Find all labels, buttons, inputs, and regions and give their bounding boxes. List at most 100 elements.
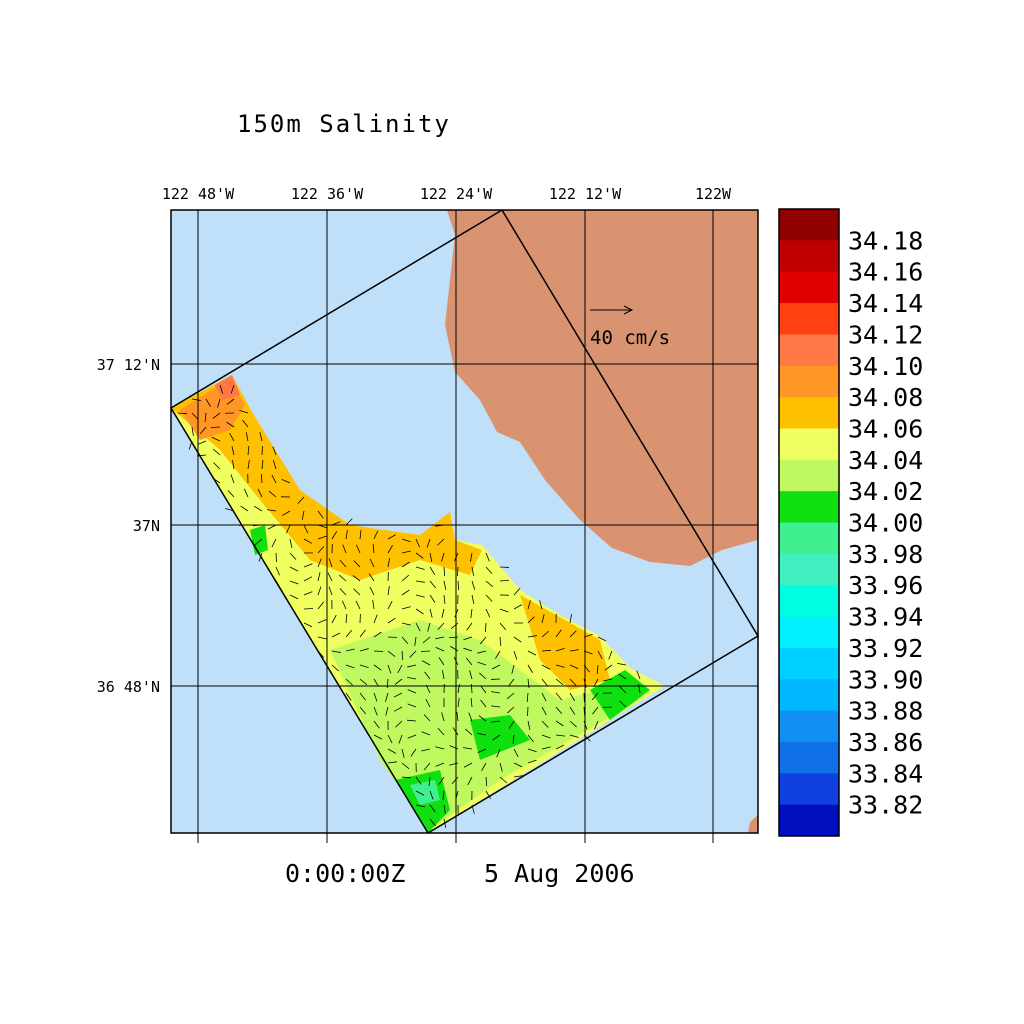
vector	[387, 761, 397, 764]
vector	[463, 762, 473, 768]
vector	[479, 672, 487, 680]
vector	[423, 714, 431, 722]
vector	[569, 614, 572, 624]
vector	[555, 664, 565, 668]
colorbar-bin	[779, 585, 839, 618]
vector	[597, 636, 607, 642]
colorbar-bin	[779, 271, 839, 304]
vector	[303, 576, 313, 582]
colorbar-label: 34.06	[848, 414, 923, 443]
vector	[429, 552, 433, 562]
vector	[397, 664, 403, 674]
colorbar-label: 34.04	[848, 446, 923, 475]
vector	[217, 398, 221, 408]
vector	[415, 622, 421, 632]
vector	[297, 496, 305, 504]
vector	[303, 608, 314, 610]
vector	[197, 454, 207, 457]
vector	[569, 630, 577, 638]
vector	[359, 629, 366, 638]
colorbar-bin	[779, 459, 839, 492]
vector	[477, 732, 487, 736]
colorbar-bin	[779, 303, 839, 335]
vector	[492, 734, 501, 741]
vector	[569, 720, 577, 728]
vector	[555, 744, 565, 750]
vector	[569, 664, 579, 669]
vector	[289, 594, 299, 600]
lat-label: 37N	[133, 517, 160, 535]
land	[748, 815, 758, 833]
vector	[527, 650, 537, 656]
vector	[569, 649, 579, 652]
vector-scale-label: 40 cm/s	[590, 327, 670, 349]
vector	[511, 664, 515, 674]
vector	[541, 692, 547, 702]
vector	[317, 586, 322, 596]
vector	[467, 776, 473, 786]
colorbar-bin	[779, 647, 839, 680]
vector	[541, 734, 551, 739]
colorbar-label: 34.12	[848, 320, 923, 349]
field-patch	[520, 595, 610, 690]
vector	[485, 776, 488, 787]
vector	[513, 762, 523, 768]
vector	[603, 678, 613, 682]
vector	[429, 818, 436, 827]
grid: 122 48'W 122 36'W 122 24'W 122 12'W 122W 37 1…	[97, 185, 758, 843]
vector	[477, 650, 487, 654]
vector	[471, 594, 475, 604]
vector	[373, 720, 380, 729]
vector	[275, 552, 277, 563]
vector	[541, 664, 551, 670]
colorbar-label: 33.94	[848, 603, 923, 632]
vector	[226, 421, 235, 428]
vector	[414, 636, 417, 646]
vector	[429, 608, 433, 618]
vector	[301, 510, 305, 520]
vector	[227, 490, 235, 498]
vector	[261, 460, 264, 470]
vector	[317, 558, 322, 568]
vector	[592, 706, 599, 715]
vector	[267, 524, 277, 530]
vector	[485, 580, 494, 588]
vector	[286, 524, 291, 534]
vector	[289, 566, 299, 572]
colorbar-label: 33.82	[848, 791, 923, 820]
colorbar-bin	[779, 397, 839, 429]
vector	[272, 446, 277, 456]
vector	[463, 636, 473, 641]
vector	[359, 692, 366, 701]
vector	[506, 692, 515, 700]
colorbar-label: 33.88	[848, 697, 923, 726]
vector-scale-arrowhead	[623, 305, 634, 315]
vector	[353, 560, 361, 568]
vector	[619, 686, 627, 694]
vector	[443, 566, 446, 577]
vector	[355, 600, 361, 610]
vector	[442, 790, 445, 800]
vector	[429, 566, 436, 575]
vector	[273, 460, 277, 470]
vector	[303, 563, 313, 568]
vector	[387, 558, 390, 568]
vector	[243, 488, 249, 498]
vector	[470, 552, 473, 562]
vector	[438, 776, 445, 785]
vector	[387, 664, 392, 674]
vector	[387, 617, 396, 624]
plot-frame	[170, 209, 759, 834]
vector	[555, 647, 565, 652]
vector	[373, 706, 378, 716]
vector	[471, 566, 474, 576]
vector	[401, 574, 410, 582]
vector	[442, 670, 445, 680]
vector	[191, 412, 199, 420]
colorbar-bin	[779, 522, 839, 555]
vector	[480, 685, 487, 694]
vector	[398, 734, 403, 744]
vector	[527, 748, 537, 753]
vector	[393, 692, 403, 698]
lat-label: 37 12'N	[97, 356, 160, 374]
